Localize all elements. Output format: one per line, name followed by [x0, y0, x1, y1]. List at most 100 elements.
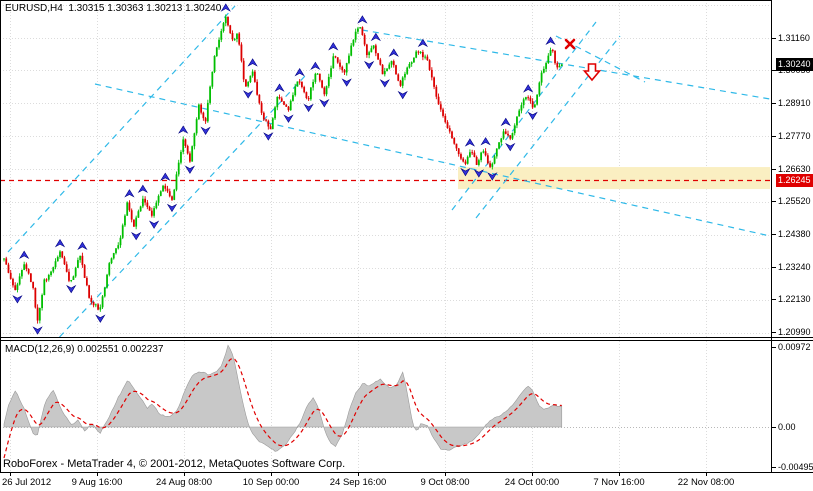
- price-tick-label: 1.25520: [778, 196, 811, 207]
- fractal-down-icon: [487, 172, 498, 181]
- price-tick: [772, 201, 776, 203]
- fractal-up-icon: [328, 42, 339, 51]
- fractal-up-icon: [464, 138, 476, 147]
- price-axis[interactable]: 1.311601.300501.289101.277701.266301.255…: [772, 0, 813, 337]
- time-axis-border: [0, 472, 813, 473]
- candlestick-layer: [3, 14, 563, 324]
- price-tick: [772, 69, 776, 71]
- fractal-down-icon: [148, 220, 160, 229]
- fractal-down-icon: [12, 295, 23, 304]
- price-tick: [772, 168, 776, 170]
- time-axis[interactable]: 26 Jul 2012 9 Aug 16:00 24 Aug 08:00 10 Sep…: [0, 473, 813, 491]
- macd-value-axis[interactable]: 0.00972 0.00 -0.00495: [772, 341, 813, 472]
- time-axis-label: 24 Aug 08:00: [156, 477, 212, 488]
- fractal-up-icon: [160, 172, 171, 181]
- current-price-badge: 1.30240: [776, 58, 813, 72]
- fractal-up-icon: [124, 189, 135, 198]
- price-tick: [772, 267, 776, 269]
- fractal-down-icon: [460, 167, 471, 177]
- frame-left: [0, 0, 1, 472]
- macd-axis-label: 0.00: [778, 421, 796, 432]
- fractal-up-icon: [54, 239, 66, 248]
- time-axis-label: 9 Oct 08:00: [420, 477, 470, 488]
- fractal-up-icon: [523, 84, 534, 93]
- time-axis-label: 10 Sep 00:00: [242, 477, 300, 488]
- fractal-up-icon: [357, 15, 368, 24]
- support-zone[interactable]: [458, 167, 770, 190]
- fractal-up-icon: [178, 125, 189, 134]
- fractal-up-icon: [545, 36, 556, 45]
- time-tick: [184, 473, 185, 476]
- fractal-markers-layer: [12, 3, 556, 335]
- fractal-up-icon: [137, 184, 149, 194]
- fractal-down-icon: [95, 314, 106, 323]
- macd-axis-label: -0.00495: [778, 462, 813, 473]
- fractal-up-icon: [480, 137, 491, 146]
- candlestick-chart: [0, 0, 771, 337]
- fractal-down-icon: [283, 114, 294, 123]
- time-tick: [532, 473, 533, 476]
- copyright-text: RoboForex - MetaTrader 4, © 2001-2012, M…: [3, 458, 346, 470]
- macd-chart: [0, 341, 771, 472]
- fractal-down-icon: [505, 142, 516, 152]
- fractal-down-icon: [184, 165, 196, 174]
- sell-signal-x-icon[interactable]: [564, 38, 576, 50]
- ascending-channel-right-upper[interactable]: [475, 35, 621, 219]
- fractal-down-icon: [397, 90, 408, 100]
- time-tick: [271, 473, 272, 476]
- time-tick: [619, 473, 620, 476]
- fractal-down-icon: [263, 132, 274, 141]
- level-price-badge: 1.26245: [776, 174, 813, 188]
- chart-title-overlay: EURUSD,H4 1.30315 1.30363 1.30213 1.3024…: [5, 3, 222, 14]
- main-chart-pane[interactable]: [0, 0, 771, 337]
- fractal-up-icon: [274, 83, 285, 92]
- time-axis-label: 26 Jul 2012: [2, 477, 52, 488]
- time-tick: [10, 473, 11, 476]
- fractal-down-icon: [131, 231, 142, 241]
- macd-indicator-label: MACD(12,26,9) 0.002551 0.002237: [5, 344, 164, 355]
- macd-signal-line: [3, 357, 562, 459]
- fractal-up-icon: [417, 38, 429, 48]
- time-tick: [706, 473, 707, 476]
- price-tick: [772, 102, 776, 104]
- price-tick-label: 1.23240: [778, 262, 811, 273]
- fractal-up-icon: [388, 48, 399, 57]
- pane-divider-bottom: [0, 340, 813, 341]
- time-axis-label: 7 Nov 16:00: [593, 477, 645, 488]
- descending-trendline-mid[interactable]: [361, 29, 771, 100]
- down-arrow-icon[interactable]: [582, 63, 602, 82]
- pane-divider-top: [0, 337, 813, 338]
- price-tick: [772, 37, 776, 39]
- price-tick-label: 1.20990: [778, 327, 811, 338]
- macd-indicator-pane[interactable]: [0, 341, 771, 472]
- fractal-up-icon: [77, 241, 88, 250]
- fractal-up-icon: [500, 117, 511, 127]
- macd-tick: [772, 346, 776, 348]
- time-tick: [97, 473, 98, 476]
- fractal-down-icon: [473, 169, 485, 178]
- price-tick-label: 1.27770: [778, 130, 811, 141]
- macd-axis-label: 0.00972: [778, 341, 811, 352]
- time-axis-label: 24 Sep 16:00: [329, 477, 387, 488]
- price-tick: [772, 135, 776, 137]
- descending-trendline-long[interactable]: [94, 83, 771, 237]
- fractal-down-icon: [319, 99, 330, 108]
- fractal-down-icon: [66, 284, 77, 294]
- ascending-channel-left-upper[interactable]: [7, 5, 236, 253]
- fractal-down-icon: [527, 111, 538, 121]
- fractal-down-icon: [32, 326, 43, 335]
- macd-tick: [772, 426, 776, 428]
- fractal-up-icon: [310, 61, 321, 71]
- time-axis-label: 9 Aug 16:00: [71, 477, 123, 488]
- axis-border: [771, 0, 772, 472]
- fractal-up-icon: [294, 67, 305, 77]
- fractal-down-icon: [303, 103, 314, 113]
- macd-grid-layer: [0, 341, 771, 472]
- price-tick: [772, 234, 776, 236]
- time-tick: [358, 473, 359, 476]
- macd-histogram: [3, 344, 563, 452]
- price-tick-label: 1.28910: [778, 97, 811, 108]
- fractal-up-icon: [247, 58, 258, 67]
- price-tick: [772, 332, 776, 334]
